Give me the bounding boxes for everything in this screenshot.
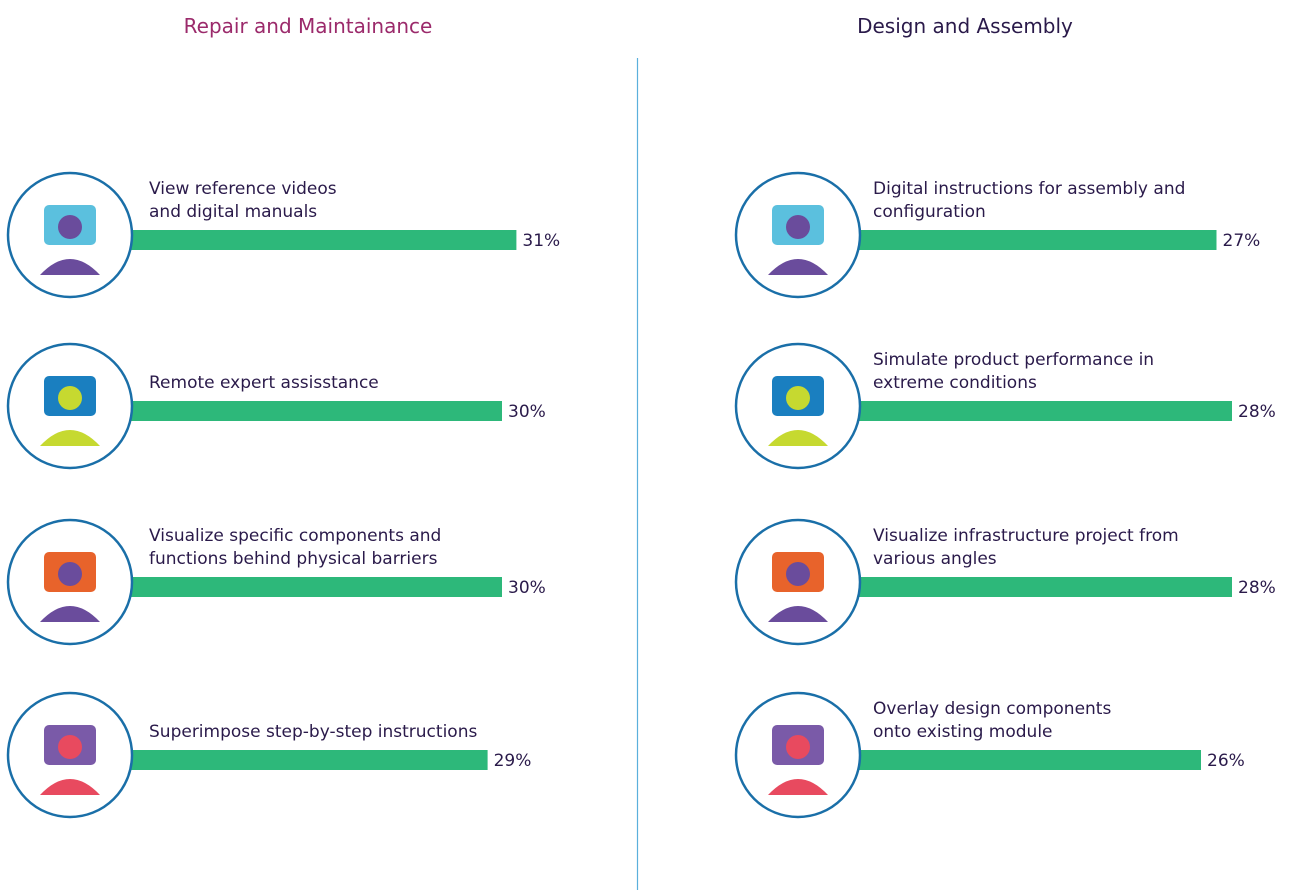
category-label: Remote expert assisstance — [149, 373, 379, 393]
icon — [40, 259, 100, 275]
bar — [70, 401, 502, 421]
category-label: Simulate product performance in extreme … — [873, 350, 1155, 393]
icon — [40, 779, 100, 795]
category-label: Visualize infrastructure project from va… — [873, 526, 1179, 569]
icon — [786, 735, 810, 759]
value-label: 28% — [1238, 402, 1276, 422]
icon — [40, 606, 100, 622]
bar — [798, 577, 1232, 597]
bar — [798, 230, 1217, 250]
chart-title: Design and Assembly — [857, 14, 1073, 38]
value-label: 28% — [1238, 578, 1276, 598]
icon — [786, 215, 810, 239]
value-label: 30% — [508, 402, 546, 422]
value-label: 26% — [1207, 751, 1245, 771]
bar — [70, 230, 517, 250]
icon — [58, 735, 82, 759]
value-label: 31% — [522, 231, 561, 251]
icon — [786, 562, 810, 586]
category-label: Superimpose step-by-step instructions — [149, 722, 478, 742]
icon — [58, 386, 82, 410]
category-label: Digital instructions for assembly and co… — [873, 179, 1186, 222]
icon — [40, 430, 100, 446]
value-label: 29% — [493, 751, 532, 771]
chart-title: Repair and Maintainance — [183, 14, 433, 38]
icon — [768, 259, 828, 275]
value-label: 30% — [508, 578, 546, 598]
icon — [768, 779, 828, 795]
category-label: Visualize specific components and functi… — [149, 526, 442, 569]
category-label: View reference videos and digital manual… — [149, 179, 337, 222]
value-label: 27% — [1222, 231, 1261, 251]
bar — [70, 577, 502, 597]
icon — [58, 215, 82, 239]
bar — [798, 401, 1232, 421]
icon — [58, 562, 82, 586]
icon — [768, 606, 828, 622]
bar — [70, 750, 488, 770]
icon — [786, 386, 810, 410]
bar — [798, 750, 1201, 770]
category-label: Overlay design components onto existing … — [873, 699, 1112, 742]
icon — [768, 430, 828, 446]
